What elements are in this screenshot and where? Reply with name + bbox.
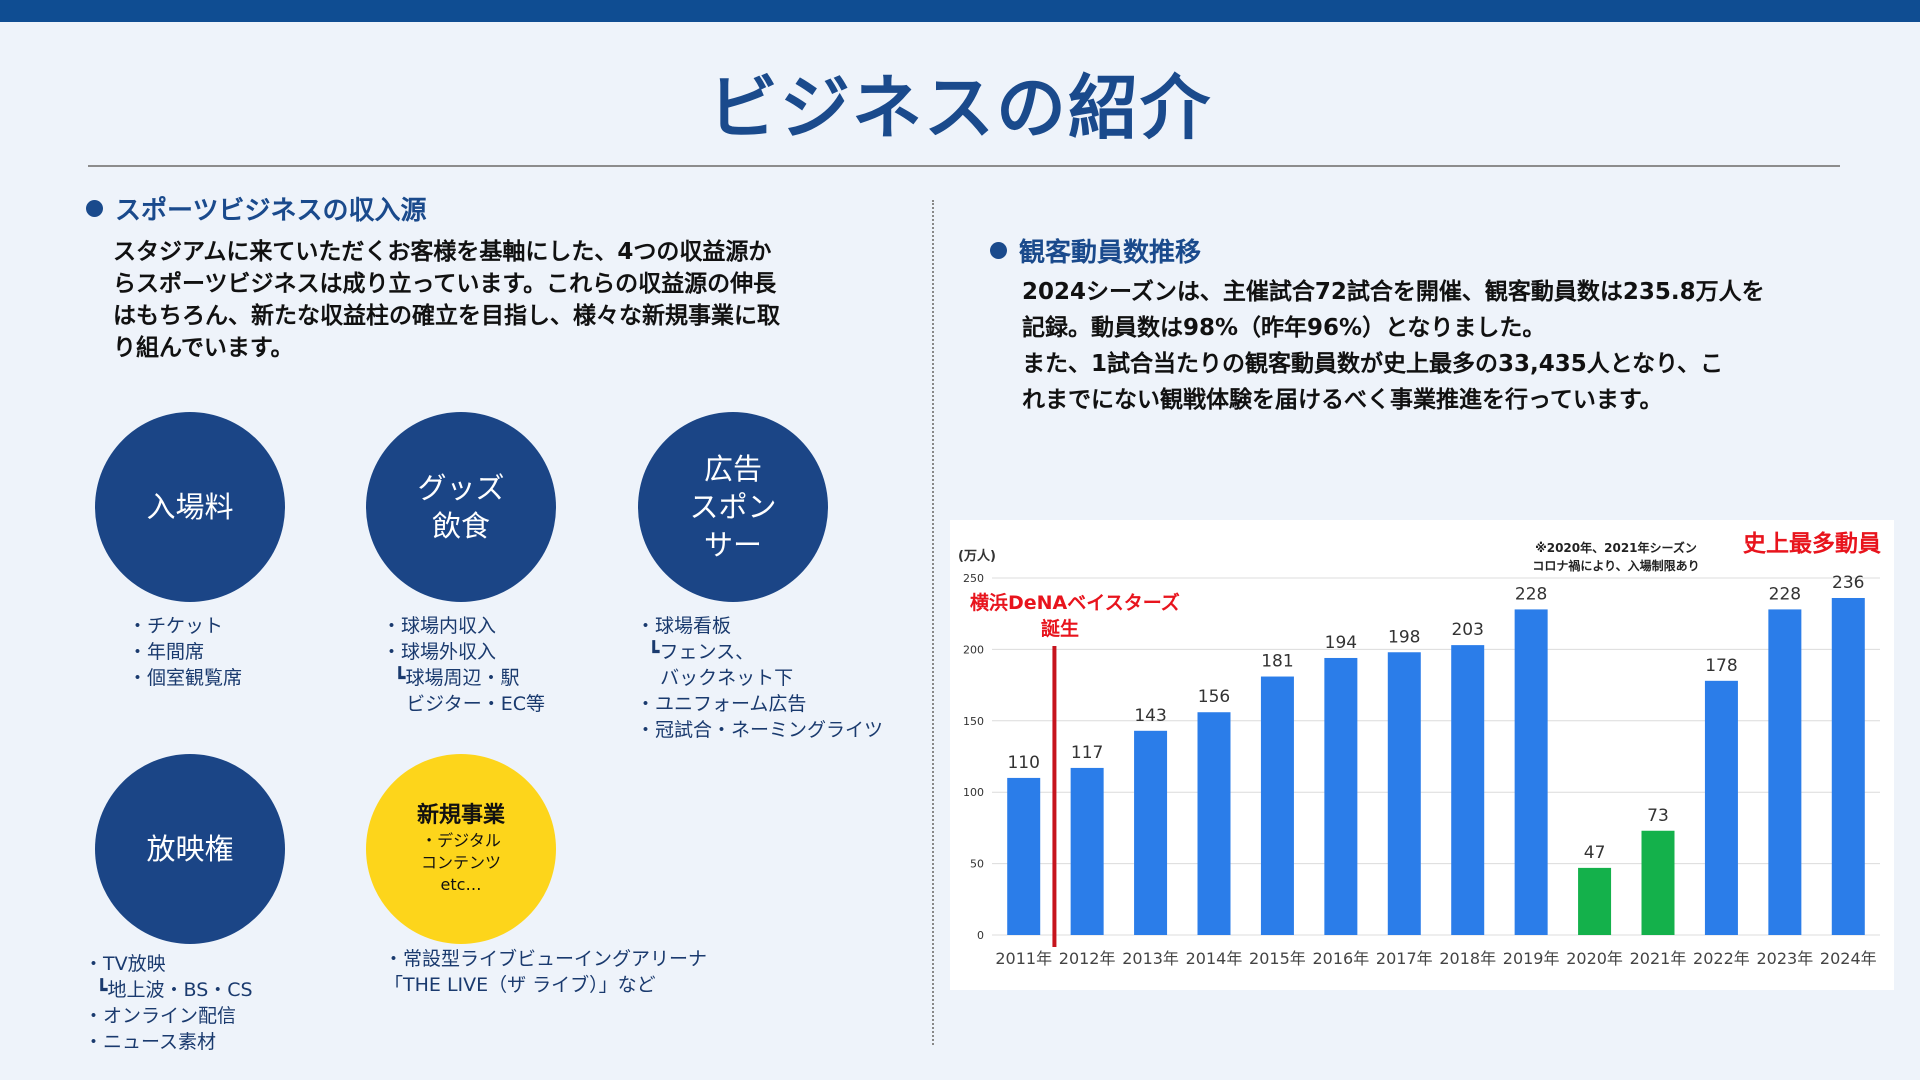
right-section-heading: 観客動員数推移 [990, 232, 1201, 269]
bar [1641, 830, 1675, 935]
x-tick-label: 2012年 [1059, 949, 1116, 968]
revenue-circle-sponsor: 広告 スポン サー [638, 412, 828, 602]
left-paragraph-line: はもちろん、新たな収益柱の確立を目指し、様々な新規事業に取 [113, 303, 780, 329]
y-tick-label: 150 [963, 715, 984, 728]
y-tick-label: 100 [963, 786, 984, 799]
circle-title: グッズ 飲食 [417, 471, 505, 543]
column-divider [932, 200, 934, 1045]
bar-value-label: 198 [1388, 627, 1420, 647]
y-tick-label: 50 [970, 858, 984, 871]
x-tick-label: 2019年 [1503, 949, 1560, 968]
bar [1578, 867, 1612, 935]
bar-value-label: 228 [1769, 584, 1801, 604]
bar-value-label: 143 [1134, 706, 1166, 726]
bar [1197, 712, 1231, 935]
restriction-note-line1: ※2020年、2021年シーズン [1535, 540, 1697, 555]
top-bar [0, 0, 1920, 22]
circle-title: 新規事業 [416, 803, 505, 828]
bar-value-label: 110 [1007, 753, 1039, 773]
y-unit-label: (万人) [958, 548, 996, 564]
bar-value-label: 228 [1515, 584, 1547, 604]
revenue-circle-broadcast: 放映権 [95, 754, 285, 944]
bar [1704, 680, 1738, 935]
x-tick-label: 2023年 [1756, 949, 1813, 968]
bar [1768, 609, 1802, 935]
bar [1070, 767, 1104, 935]
circle-subtitle: ・デジタル コンテンツ etc… [420, 831, 501, 894]
revenue-list-new-business: ・常設型ライブビューイングアリーナ 「THE LIVE（ザ ライブ）」など [384, 948, 708, 996]
bar-value-label: 73 [1647, 806, 1669, 826]
bar-value-label: 203 [1451, 620, 1483, 640]
bar [1007, 777, 1041, 935]
right-paragraph: 2024シーズンは、主催試合72試合を開催、観客動員数は235.8万人を 記録。… [1022, 274, 1902, 418]
left-paragraph-line: スタジアムに来ていただくお客様を基軸にした、4つの収益源か [113, 239, 772, 265]
bar [1134, 730, 1168, 935]
bullet-icon [990, 242, 1007, 259]
revenue-list-broadcast: ・TV放映 ┗地上波・BS・CS ・オンライン配信 ・ニュース素材 [84, 953, 253, 1053]
left-heading-text: スポーツビジネスの収入源 [115, 196, 427, 226]
bar-value-label: 117 [1071, 743, 1103, 763]
bar-value-label: 194 [1325, 633, 1357, 653]
left-paragraph: スタジアムに来ていただくお客様を基軸にした、4つの収益源か らスポーツビジネスは… [113, 236, 913, 364]
x-tick-label: 2022年 [1693, 949, 1750, 968]
founding-annotation-line2: 誕生 [1041, 617, 1079, 640]
attendance-chart-svg: 0 50 100 150 200 250 110 2011年 117 2012年 143 2013年 1… [958, 530, 1881, 968]
left-section-heading: スポーツビジネスの収入源 [86, 190, 426, 227]
revenue-list-admission: ・チケット ・年間席 ・個室観覧席 [128, 615, 243, 689]
x-tick-label: 2011年 [995, 949, 1052, 968]
restriction-note-line2: コロナ禍により、入場制限あり [1532, 558, 1699, 573]
page-title: ビジネスの紹介 [708, 67, 1212, 149]
bar [1324, 657, 1358, 935]
revenue-circle-goods: グッズ 飲食 [366, 412, 556, 602]
y-tick-label: 250 [963, 572, 984, 585]
bar-value-label: 178 [1705, 656, 1737, 676]
y-tick-label: 200 [963, 643, 984, 656]
revenue-circle-admission: 入場料 [95, 412, 285, 602]
bar [1831, 597, 1865, 935]
right-heading-text: 観客動員数推移 [1019, 238, 1202, 268]
x-tick-label: 2016年 [1312, 949, 1369, 968]
bar [1451, 645, 1485, 935]
right-paragraph-line: れまでにない観戦体験を届けるべく事業推進を行っています。 [1022, 387, 1663, 413]
circle-title: 入場料 [146, 490, 234, 524]
bar-value-label: 156 [1198, 687, 1230, 707]
x-tick-label: 2024年 [1820, 949, 1877, 968]
circle-title: 放映権 [146, 832, 234, 866]
left-paragraph-line: らスポーツビジネスは成り立っています。これらの収益源の伸長 [113, 271, 777, 297]
bar [1387, 652, 1421, 935]
revenue-list-sponsor: ・球場看板 ┗フェンス、 バックネット下 ・ユニフォーム広告 ・冠試合・ネーミン… [636, 615, 884, 741]
bar-value-label: 181 [1261, 652, 1293, 672]
x-tick-label: 2018年 [1439, 949, 1496, 968]
right-paragraph-line: また、1試合当たりの観客動員数が史上最多の33,435人となり、こ [1022, 351, 1724, 377]
bar [1260, 676, 1294, 935]
x-tick-label: 2017年 [1376, 949, 1433, 968]
x-tick-label: 2021年 [1630, 949, 1687, 968]
founding-annotation-line1: 横浜DeNAベイスターズ [970, 591, 1180, 614]
revenue-list-goods: ・球場内収入 ・球場外収入 ┗球場周辺・駅 ビジター・EC等 [382, 615, 546, 715]
left-paragraph-line: り組んでいます。 [113, 335, 294, 361]
bullet-icon [86, 200, 103, 217]
attendance-chart: 0 50 100 150 200 250 110 2011年 117 2012年 143 2013年 1… [950, 520, 1894, 990]
right-paragraph-line: 2024シーズンは、主催試合72試合を開催、観客動員数は235.8万人を [1022, 279, 1765, 305]
revenue-circle-new-business: 新規事業 ・デジタル コンテンツ etc… [366, 754, 556, 944]
record-annotation: 史上最多動員 [1743, 530, 1881, 557]
y-tick-label: 0 [977, 929, 984, 942]
title-divider [88, 165, 1840, 167]
x-tick-label: 2013年 [1122, 949, 1179, 968]
x-tick-label: 2020年 [1566, 949, 1623, 968]
x-tick-label: 2015年 [1249, 949, 1306, 968]
circle-title: 広告 スポン サー [689, 452, 777, 562]
x-tick-label: 2014年 [1186, 949, 1243, 968]
right-paragraph-line: 記録。動員数は98%（昨年96%）となりました。 [1022, 315, 1546, 341]
bar [1514, 609, 1548, 935]
bar-value-label: 47 [1584, 843, 1606, 863]
bar-value-label: 236 [1832, 573, 1864, 593]
